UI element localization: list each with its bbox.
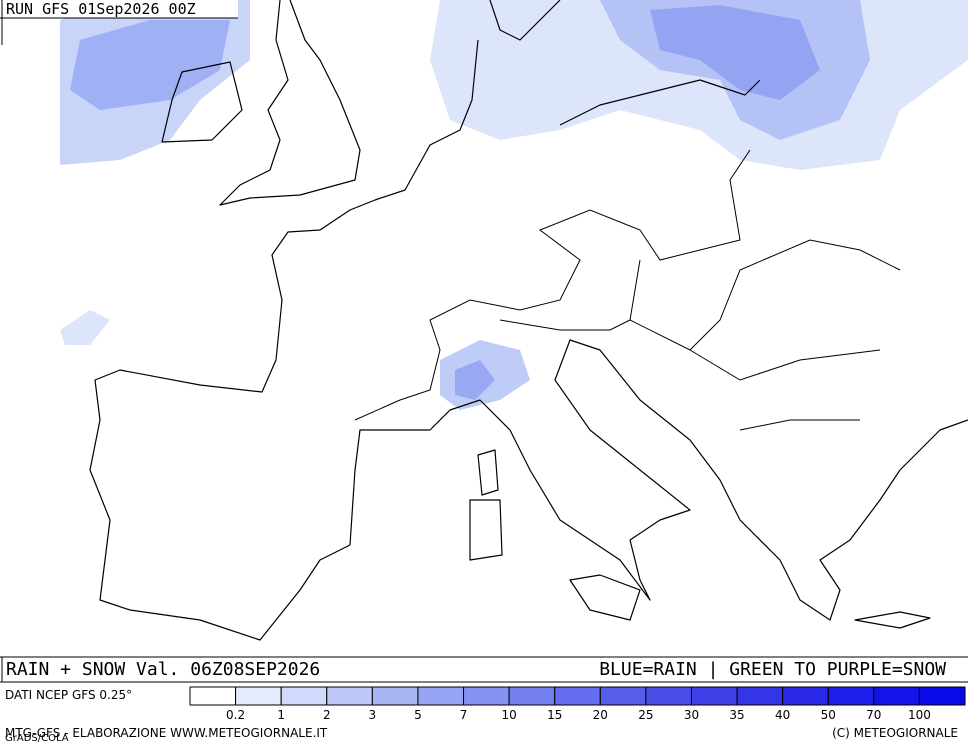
valid-title: RAIN + SNOW Val. 06Z08SEP2026 xyxy=(6,659,320,680)
credit-left: MTG-GFS - ELABORAZIONE WWW.METEOGIORNALE… xyxy=(5,726,328,740)
coast-mainland xyxy=(89,39,968,641)
colorbar-label: 2 xyxy=(323,708,331,722)
color-swatch xyxy=(235,686,282,706)
coast-britain xyxy=(219,0,361,206)
rain-area xyxy=(60,310,110,345)
precipitation xyxy=(60,0,968,410)
borders xyxy=(354,149,901,431)
colorbar-label: 25 xyxy=(638,708,653,722)
colorbar-label: 15 xyxy=(547,708,562,722)
colorbar-label: 50 xyxy=(821,708,836,722)
coast-denmark xyxy=(489,0,561,41)
color-swatch xyxy=(417,686,465,706)
color-swatch xyxy=(782,686,829,706)
colorbar-label: 70 xyxy=(866,708,881,722)
colorbar-label: 0.2 xyxy=(226,708,245,722)
grads-credit: GrADS/COLA xyxy=(5,733,69,744)
color-swatch xyxy=(326,686,373,706)
coast-sicily xyxy=(569,574,641,621)
colorbar-label: 3 xyxy=(369,708,377,722)
colorbar-label: 100 xyxy=(908,708,931,722)
coast-islands xyxy=(469,449,503,561)
coast-crete xyxy=(854,611,931,629)
color-swatch xyxy=(599,686,647,706)
color-swatch xyxy=(371,686,419,706)
colorbar-label: 1 xyxy=(277,708,285,722)
color-swatch xyxy=(280,686,328,706)
colorbar-label: 40 xyxy=(775,708,790,722)
coast-ireland xyxy=(161,61,243,143)
border xyxy=(354,149,751,421)
border xyxy=(499,319,881,431)
rain-area xyxy=(70,20,230,110)
color-swatch xyxy=(736,686,784,706)
header-box xyxy=(0,0,238,18)
colorbar-label: 10 xyxy=(501,708,516,722)
color-swatch xyxy=(645,686,692,706)
legend-note: BLUE=RAIN | GREEN TO PURPLE=SNOW xyxy=(599,659,946,680)
color-swatch xyxy=(508,686,556,706)
coast-baltic xyxy=(559,79,761,126)
color-swatch xyxy=(463,686,510,706)
color-swatch xyxy=(189,686,237,706)
colorbar-label: 30 xyxy=(684,708,699,722)
colorbar-label: 7 xyxy=(460,708,468,722)
color-swatch xyxy=(873,686,920,706)
coastlines xyxy=(89,0,968,641)
colorbar: 0.2 1 2 3 5 7 10 15 20 25 30 35 40 50 70 100 xyxy=(189,686,966,722)
color-swatch xyxy=(827,686,875,706)
colorbar-label: 5 xyxy=(414,708,422,722)
color-swatch xyxy=(918,686,966,706)
credit-right: (C) METEOGIORNALE xyxy=(832,726,958,740)
run-label: RUN GFS 01Sep2026 00Z xyxy=(6,0,196,18)
colorbar-label: 35 xyxy=(729,708,744,722)
source: DATI NCEP GFS 0.25° xyxy=(5,688,132,702)
rain-area xyxy=(650,5,820,100)
rain-area xyxy=(455,360,495,400)
border xyxy=(629,239,901,351)
color-swatch xyxy=(690,686,738,706)
color-swatch xyxy=(554,686,601,706)
colorbar-label: 20 xyxy=(593,708,608,722)
